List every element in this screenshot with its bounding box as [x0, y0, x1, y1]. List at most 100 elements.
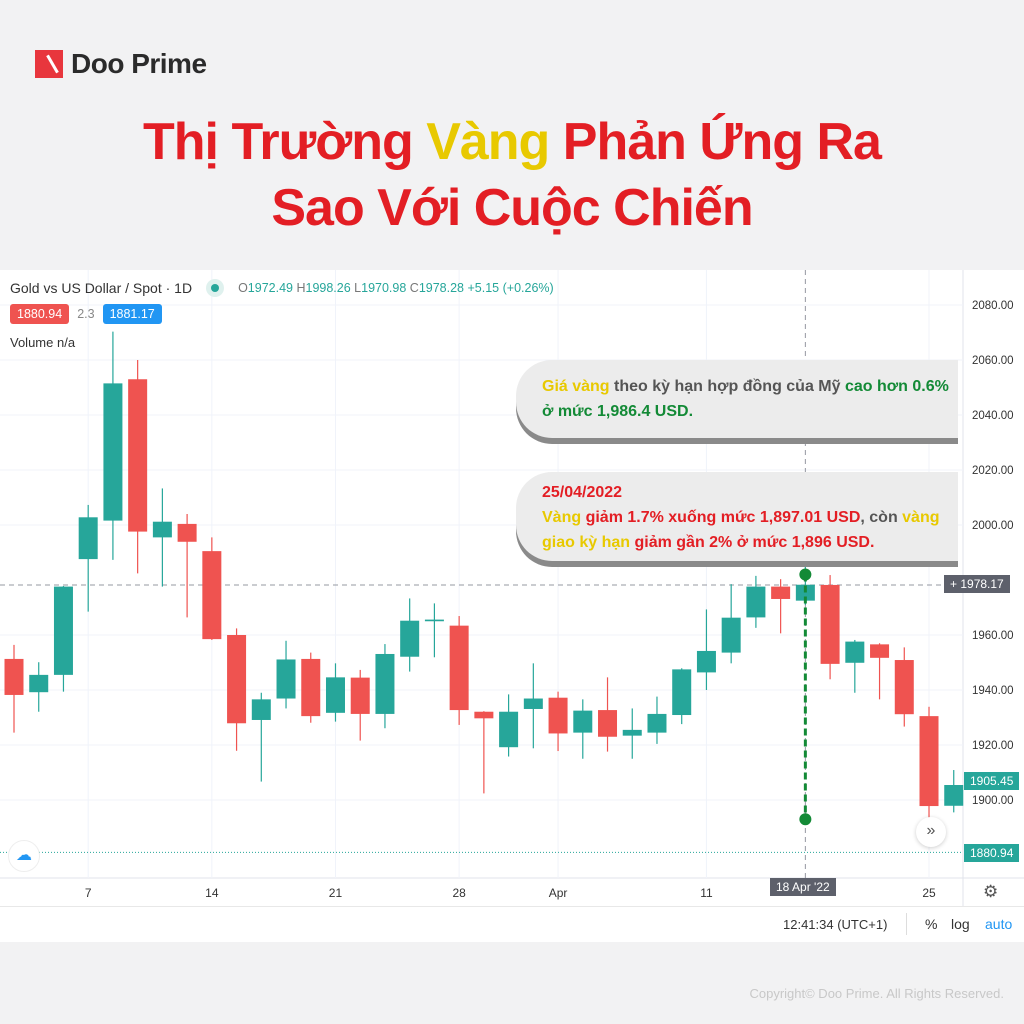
- candle: [29, 662, 49, 712]
- brand-name: Doo Prime: [71, 48, 207, 79]
- trade-badges: 1880.94 2.3 1881.17: [10, 304, 162, 324]
- market-status-icon: [206, 279, 225, 297]
- candle-body: [696, 650, 716, 673]
- candle-body: [573, 710, 593, 733]
- candle: [103, 331, 123, 560]
- y-tick-label: 1920.00: [972, 740, 1014, 752]
- y-tick-label: 2020.00: [972, 465, 1014, 477]
- candle-body: [152, 521, 172, 538]
- candle: [944, 770, 964, 813]
- candle-body: [894, 660, 914, 715]
- candle: [251, 692, 271, 782]
- volume-legend: Volume n/a: [10, 335, 76, 350]
- candle-body: [944, 785, 964, 806]
- candle: [622, 708, 642, 759]
- bid-price-tag: 1880.94: [964, 844, 1020, 862]
- y-tick-label: 1960.00: [972, 630, 1014, 642]
- candle: [177, 514, 197, 618]
- last-price-tag: 1905.45: [964, 772, 1020, 790]
- candle: [598, 677, 618, 752]
- annotation-text: giảm gần 2% ở mức 1,896 USD.: [630, 534, 875, 551]
- candle-body: [919, 716, 939, 807]
- candle-body: [795, 584, 815, 601]
- candle: [647, 696, 667, 744]
- annotation-text: giảm 1.7% xuống mức 1,897.01 USD: [581, 509, 861, 526]
- x-tick-label: 11: [700, 886, 713, 900]
- spread-value: 2.3: [77, 307, 95, 321]
- candle-body: [746, 586, 766, 618]
- candle-body: [598, 710, 618, 737]
- candle: [894, 647, 914, 727]
- x-tick-label: 7: [85, 886, 92, 900]
- log-toggle[interactable]: log: [951, 916, 970, 932]
- candle-body: [128, 379, 148, 532]
- candle: [128, 360, 148, 574]
- candle-body: [499, 711, 519, 748]
- candle-body: [870, 644, 890, 658]
- clock[interactable]: 12:41:34 (UTC+1): [783, 917, 888, 932]
- candle: [78, 504, 98, 612]
- buy-button[interactable]: 1881.17: [102, 304, 162, 324]
- candle-body: [53, 586, 73, 675]
- symbol-title[interactable]: Gold vs US Dollar / Spot · 1D: [10, 280, 193, 296]
- candle-body: [177, 523, 197, 542]
- annotation-text: theo kỳ hạn hợp đồng của Mỹ: [609, 378, 845, 395]
- headline-text: Thị Trường: [143, 113, 427, 171]
- candle-body: [523, 698, 543, 709]
- copyright: Copyright© Doo Prime. All Rights Reserve…: [749, 986, 1004, 1001]
- candle-body: [400, 620, 420, 657]
- high-label: H: [296, 281, 306, 295]
- candle: [499, 694, 519, 757]
- candle-body: [251, 699, 271, 720]
- candle-body: [721, 617, 741, 653]
- chart-bottom-bar: 12:41:34 (UTC+1) % log auto: [0, 906, 1024, 940]
- tradingview-logo-icon[interactable]: ☁: [8, 840, 40, 872]
- candle: [474, 711, 494, 794]
- open-label: O: [238, 281, 248, 295]
- candle-body: [449, 625, 469, 711]
- candle: [301, 652, 321, 723]
- annotation-text: Giá vàng: [542, 378, 610, 395]
- candle-body: [78, 517, 98, 560]
- y-tick-label: 2040.00: [972, 410, 1014, 422]
- annotation-bubble-1: Giá vàng theo kỳ hạn hợp đồng của Mỹ cao…: [516, 360, 958, 438]
- headline-line-1: Thị Trường Vàng Phản Ứng Ra: [0, 112, 1024, 172]
- y-tick-label: 1900.00: [972, 795, 1014, 807]
- annotation-start-dot: [799, 568, 812, 581]
- candle-body: [4, 658, 24, 695]
- crosshair-price: 1978.17: [960, 577, 1004, 591]
- candle-body: [647, 713, 667, 733]
- candle-body: [548, 697, 568, 734]
- percent-toggle[interactable]: %: [925, 916, 938, 932]
- candle: [325, 663, 345, 722]
- candle-body: [350, 677, 370, 714]
- open-value: 1972.49: [247, 281, 293, 295]
- annotation-end-dot: [799, 813, 812, 826]
- candle: [820, 575, 840, 680]
- x-tick-label: 25: [922, 886, 936, 900]
- gear-icon[interactable]: ⚙: [983, 882, 999, 901]
- candle-body: [202, 551, 222, 640]
- ohlc-values: O1972.49 H1998.26 L1970.98 C1978.28 +5.1…: [238, 281, 554, 295]
- annotation-text: cao hơn 0.6% ở mức 1,986.4 USD.: [542, 378, 949, 420]
- crosshair-price-tag: + 1978.17: [944, 575, 1010, 593]
- candle-body: [474, 711, 494, 719]
- auto-toggle[interactable]: auto: [985, 916, 1013, 932]
- candle: [523, 663, 543, 749]
- double-chevron-right-icon[interactable]: »: [916, 817, 946, 847]
- doo-prime-logo-icon: [35, 50, 63, 78]
- candle: [53, 586, 73, 692]
- brand-logo: Doo Prime: [35, 48, 207, 80]
- candle: [350, 669, 370, 741]
- sell-button[interactable]: 1880.94: [10, 304, 70, 324]
- candle: [746, 575, 766, 628]
- high-value: 1998.26: [305, 281, 351, 295]
- candle: [202, 537, 222, 640]
- candle-body: [103, 383, 123, 521]
- divider: [906, 913, 907, 935]
- headline-text: Phản Ứng Ra: [549, 113, 882, 171]
- candle: [573, 699, 593, 759]
- candle: [721, 584, 741, 664]
- candle: [919, 706, 939, 819]
- candle: [227, 628, 247, 751]
